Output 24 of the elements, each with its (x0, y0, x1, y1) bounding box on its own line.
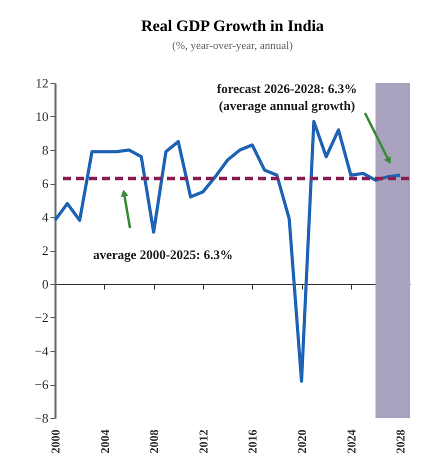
x-tick-label: 2024 (344, 430, 358, 454)
y-tick-label: 8 (42, 142, 48, 158)
annotation: average 2000-2025: 6.3% (93, 247, 233, 262)
y-tick-label: 12 (36, 76, 48, 90)
y-tick-label: 2 (42, 243, 48, 258)
y-tick-label: −4 (34, 344, 49, 358)
y-tick-label: 10 (36, 109, 48, 124)
annotation: forecast 2026-2028: 6.3% (average annual growth) (216, 81, 358, 113)
y-tick-label: 0 (42, 276, 48, 292)
x-tick-label: 2012 (196, 430, 210, 454)
chart-title: Real GDP Growth in India (141, 18, 324, 35)
x-tick-label: 2008 (147, 430, 162, 454)
y-tick-label: −8 (34, 410, 48, 426)
y-tick-label: 4 (42, 210, 49, 224)
y-tick-label: 6 (42, 176, 49, 191)
y-tick-label: −2 (34, 310, 48, 325)
x-tick-label: 2000 (48, 430, 62, 454)
chart-subtitle: (%, year-over-year, annual) (172, 40, 294, 52)
x-tick-label: 2020 (295, 430, 310, 454)
line-series (53, 120, 402, 383)
x-tick-label: 2004 (98, 430, 112, 454)
y-tick-label: −6 (34, 377, 49, 392)
x-tick-label: 2028 (394, 430, 408, 454)
x-tick-label: 2016 (246, 430, 260, 454)
